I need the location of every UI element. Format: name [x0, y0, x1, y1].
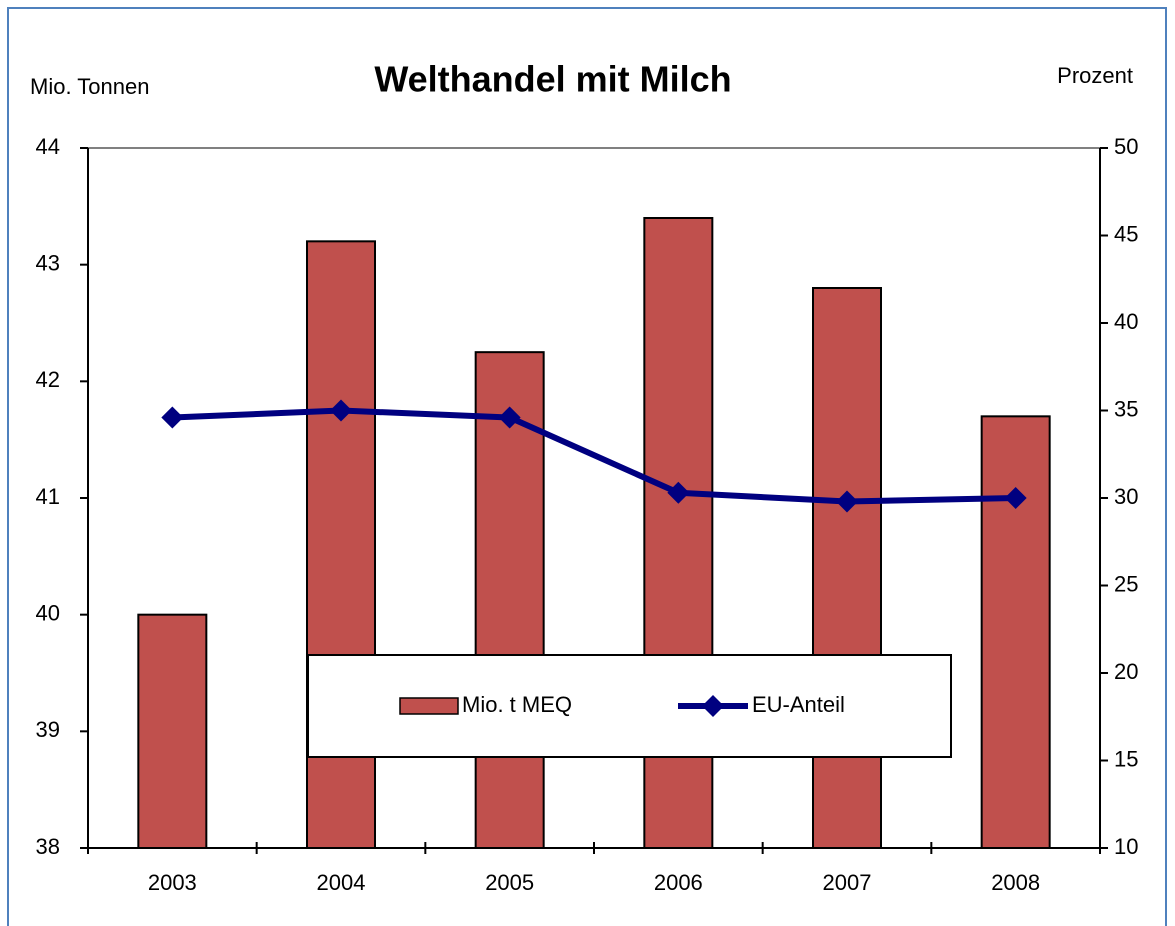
y2-tick-label: 45 — [1114, 221, 1138, 246]
y2-tick-label: 40 — [1114, 309, 1138, 334]
y-tick-label: 38 — [36, 834, 60, 859]
y2-tick-label: 30 — [1114, 484, 1138, 509]
marker — [161, 406, 184, 429]
y-tick-label: 44 — [36, 134, 60, 159]
legend-label: EU-Anteil — [752, 692, 845, 717]
x-tick-label: 2005 — [485, 870, 534, 895]
marker — [836, 490, 858, 513]
chart-title: Welthandel mit Milch — [374, 59, 731, 100]
y-tick-label: 43 — [36, 250, 60, 275]
marker — [330, 399, 352, 422]
y2-tick-label: 15 — [1114, 746, 1138, 771]
bar — [812, 287, 882, 849]
y-tick-label: 42 — [36, 367, 60, 392]
bar — [474, 351, 545, 849]
y2-tick-label: 20 — [1114, 659, 1138, 684]
bar — [980, 415, 1051, 849]
y2-axis-label: Prozent — [1057, 63, 1133, 88]
y-tick-label: 40 — [36, 600, 60, 625]
legend-marker — [702, 695, 724, 717]
frame — [7, 7, 1167, 926]
y2-tick-label: 35 — [1114, 396, 1138, 421]
x-tick-label: 2003 — [148, 870, 197, 895]
marker — [667, 481, 690, 504]
legend-swatch — [399, 697, 459, 715]
y-tick-label: 39 — [36, 717, 60, 742]
y-tick-label: 41 — [36, 484, 60, 509]
marker — [1004, 487, 1027, 509]
legend-label: Mio. t MEQ — [462, 692, 572, 717]
x-tick-label: 2004 — [317, 870, 366, 895]
line — [172, 407, 1016, 505]
y2-tick-label: 50 — [1114, 134, 1138, 159]
x-tick-label: 2006 — [654, 870, 703, 895]
y2-tick-label: 10 — [1114, 834, 1138, 859]
y2-tick-label: 25 — [1114, 571, 1138, 596]
marker — [498, 406, 521, 429]
y-axis-label: Mio. Tonnen — [30, 74, 149, 99]
x-tick-label: 2008 — [991, 870, 1040, 895]
bar — [137, 613, 208, 850]
x-tick-label: 2007 — [823, 870, 872, 895]
